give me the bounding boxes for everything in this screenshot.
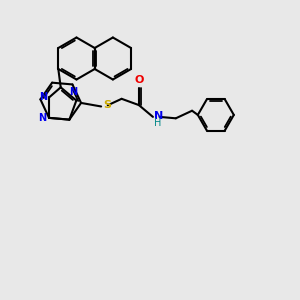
Text: S: S [103, 100, 111, 110]
Text: N: N [69, 87, 77, 98]
Text: O: O [134, 75, 144, 85]
Text: N: N [39, 92, 47, 102]
Text: N: N [38, 113, 46, 124]
Text: N: N [154, 111, 164, 121]
Text: H: H [154, 118, 162, 128]
